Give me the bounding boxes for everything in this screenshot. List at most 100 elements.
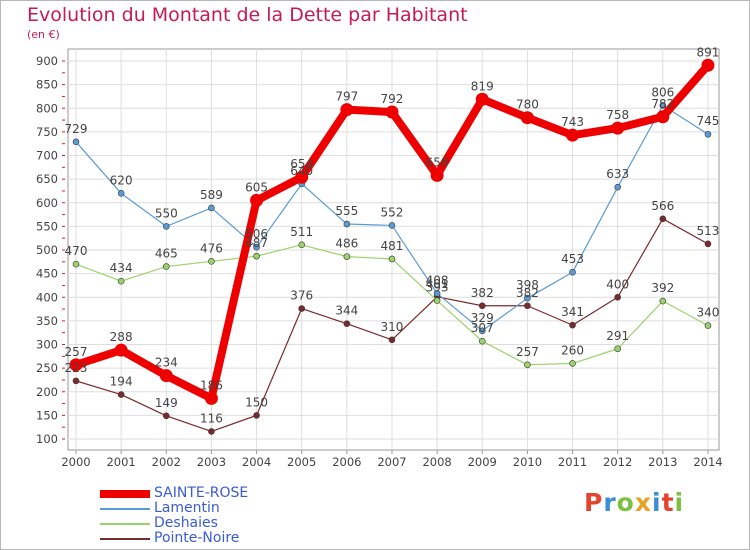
data-point xyxy=(114,343,128,357)
x-tick-label: 2001 xyxy=(106,455,135,469)
legend-item: Lamentin xyxy=(100,500,360,517)
y-tick-label: 250 xyxy=(36,361,58,375)
data-point xyxy=(388,336,396,344)
data-point xyxy=(385,105,399,119)
data-point xyxy=(208,204,215,212)
data-label: 149 xyxy=(155,396,178,410)
logo-letter: P xyxy=(584,488,604,517)
data-label: 341 xyxy=(561,305,584,319)
data-point xyxy=(475,92,489,106)
y-tick-label: 300 xyxy=(36,338,58,352)
data-label: 780 xyxy=(516,98,539,112)
data-label: 550 xyxy=(155,206,178,220)
data-label: 382 xyxy=(516,286,539,300)
logo-letter: i xyxy=(652,488,662,517)
x-tick-label: 2009 xyxy=(468,455,497,469)
legend-item: Deshaies xyxy=(100,515,360,532)
data-label: 400 xyxy=(606,277,629,291)
data-point xyxy=(430,168,444,182)
data-point xyxy=(614,345,621,353)
data-label: 382 xyxy=(471,286,494,300)
data-label: 393 xyxy=(426,281,449,295)
data-label: 340 xyxy=(697,306,720,320)
data-point xyxy=(159,369,173,383)
data-point xyxy=(253,243,260,251)
data-label: 891 xyxy=(697,45,720,59)
data-point xyxy=(520,111,534,125)
data-point xyxy=(433,290,441,297)
data-label: 470 xyxy=(65,244,88,258)
logo-letter: x xyxy=(634,488,652,517)
legend-swatch xyxy=(100,538,150,540)
data-label: 344 xyxy=(335,304,358,318)
data-point xyxy=(614,293,621,301)
data-point xyxy=(388,255,396,263)
y-tick-label: 400 xyxy=(36,290,58,304)
data-point xyxy=(704,130,712,138)
data-label: 566 xyxy=(651,199,674,213)
data-label: 465 xyxy=(155,247,178,261)
data-label: 513 xyxy=(697,224,720,238)
x-tick-label: 2004 xyxy=(242,455,271,469)
x-tick-label: 2005 xyxy=(287,455,316,469)
legend-swatch xyxy=(100,508,150,510)
data-label: 234 xyxy=(155,356,178,370)
y-tick-label: 900 xyxy=(36,54,58,68)
data-point xyxy=(343,220,351,228)
data-point xyxy=(433,297,441,304)
logo-letter: o xyxy=(616,488,635,517)
x-tick-label: 2006 xyxy=(332,455,361,469)
data-label: 654 xyxy=(290,157,313,171)
data-point xyxy=(614,183,621,191)
data-label: 408 xyxy=(426,273,449,287)
data-label: 288 xyxy=(110,330,133,344)
y-tick-label: 200 xyxy=(36,385,58,399)
data-point xyxy=(524,361,531,369)
data-point xyxy=(478,302,486,310)
data-point xyxy=(704,240,712,248)
data-point xyxy=(204,391,218,405)
x-tick-label: 2011 xyxy=(558,455,587,469)
data-point xyxy=(569,321,576,329)
data-label: 792 xyxy=(381,92,404,106)
y-tick-label: 650 xyxy=(36,172,58,186)
data-label: 307 xyxy=(471,321,494,335)
x-tick-label: 2002 xyxy=(152,455,181,469)
data-label: 743 xyxy=(561,115,584,129)
data-point xyxy=(524,302,531,310)
data-label: 392 xyxy=(651,281,674,295)
data-point xyxy=(69,358,83,372)
x-tick-label: 2014 xyxy=(693,455,722,469)
data-point xyxy=(478,337,486,345)
data-point xyxy=(250,193,264,207)
data-point xyxy=(343,320,351,328)
data-label: 398 xyxy=(516,278,539,292)
legend-label: Lamentin xyxy=(154,500,220,516)
data-label: 819 xyxy=(471,79,494,93)
data-label: 329 xyxy=(471,311,494,325)
data-point xyxy=(253,412,260,419)
legend-label: Deshaies xyxy=(154,515,218,531)
data-point xyxy=(162,263,170,270)
y-tick-label: 350 xyxy=(36,314,58,328)
data-label: 506 xyxy=(245,227,268,241)
y-tick-label: 100 xyxy=(36,432,58,446)
data-label: 257 xyxy=(516,345,539,359)
y-tick-label: 850 xyxy=(36,78,58,92)
legend-swatch xyxy=(100,490,150,498)
data-label: 758 xyxy=(606,108,629,122)
y-tick-label: 500 xyxy=(36,243,58,257)
y-tick-label: 700 xyxy=(36,149,58,163)
data-point xyxy=(208,258,215,265)
legend-label: Pointe-Noire xyxy=(154,530,240,546)
data-label: 257 xyxy=(65,345,88,359)
data-label: 260 xyxy=(561,343,584,357)
data-point xyxy=(566,128,580,142)
data-point xyxy=(704,322,712,329)
legend-item: Pointe-Noire xyxy=(100,530,360,547)
legend-swatch xyxy=(100,523,150,525)
data-point xyxy=(659,102,667,109)
data-point xyxy=(388,222,396,229)
x-tick-label: 2010 xyxy=(513,455,542,469)
